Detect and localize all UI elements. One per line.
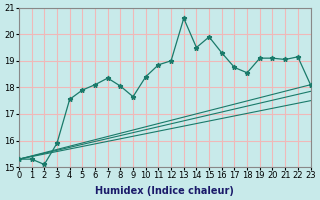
X-axis label: Humidex (Indice chaleur): Humidex (Indice chaleur) bbox=[95, 186, 234, 196]
